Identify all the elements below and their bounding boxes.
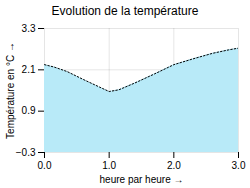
svg-text:0.0: 0.0 — [38, 160, 52, 171]
svg-text:3.0: 3.0 — [232, 160, 246, 171]
html-text:Evolution de la température: Evolution de la température — [51, 4, 199, 18]
svg-text:2.0: 2.0 — [167, 160, 181, 171]
svg-text:3.3: 3.3 — [22, 23, 36, 34]
svg-text:1.0: 1.0 — [102, 160, 116, 171]
svg-text:0.9: 0.9 — [22, 105, 36, 116]
svg-text:Température en °C →: Température en °C → — [5, 42, 16, 139]
svg-text:2.1: 2.1 — [22, 64, 36, 75]
svg-text:−0.3: −0.3 — [16, 147, 36, 158]
svg-text:heure par heure →: heure par heure → — [100, 174, 184, 185]
